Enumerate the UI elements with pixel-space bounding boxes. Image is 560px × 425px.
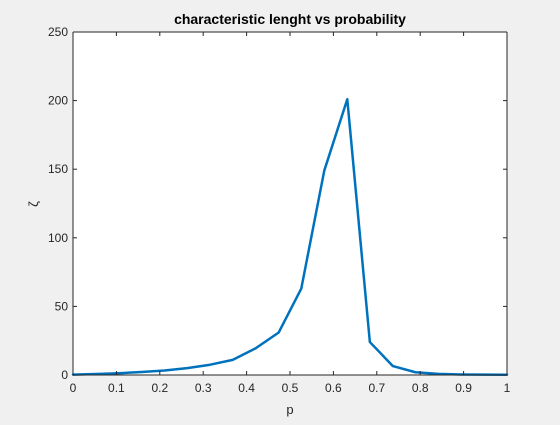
y-tick-label: 150 [48,162,68,176]
x-tick-label: 0.1 [108,381,125,395]
x-tick-label: 1 [504,381,511,395]
y-tick-label: 50 [55,299,69,313]
x-tick-label: 0.5 [282,381,299,395]
x-tick-label: 0.2 [151,381,168,395]
plot-area [73,32,507,375]
axes-layer: 0 0.1 0.2 0.3 0.4 0.5 0.6 0.7 0.8 0.9 1 0 50 100 150 20… [48,25,511,395]
y-tick-label: 100 [48,231,68,245]
x-tick-label: 0.4 [238,381,255,395]
series-line [71,97,509,376]
x-tick-label: 0.6 [325,381,342,395]
y-tick-label: 250 [48,25,68,39]
series-layer [71,97,509,376]
x-axis-label: p [286,402,293,417]
y-axis-label: ζ [26,201,41,207]
x-tick-label: 0.3 [195,381,212,395]
chart-title: characteristic lenght vs probability [174,11,406,27]
x-tick-label: 0 [70,381,77,395]
y-tick-label: 0 [61,368,68,382]
x-tick-label: 0.7 [368,381,385,395]
x-tick-label: 0.8 [412,381,429,395]
y-tick-label: 200 [48,94,68,108]
x-tick-label: 0.9 [455,381,472,395]
